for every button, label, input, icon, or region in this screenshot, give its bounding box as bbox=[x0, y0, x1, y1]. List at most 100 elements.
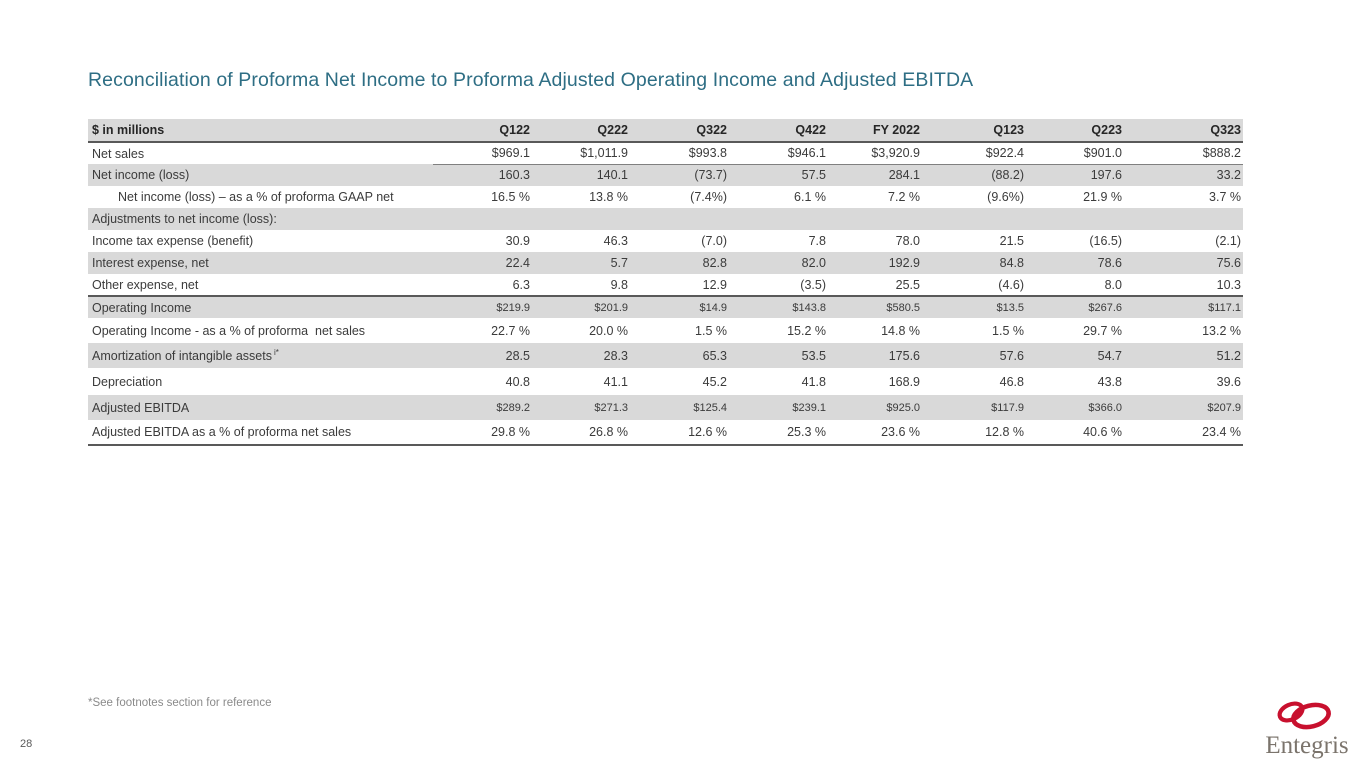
cell-value: 46.3 bbox=[603, 234, 628, 248]
cell-value: 7.8 bbox=[808, 234, 826, 248]
cell-value: $969.1 bbox=[433, 142, 532, 165]
cell-value: $143.8 bbox=[729, 295, 828, 318]
column-header-label: $ in millions bbox=[88, 119, 433, 143]
table-row: Other expense, net 6.3 9.8 12.9 (3.5) 25.5 (4.… bbox=[88, 274, 1243, 296]
cell-value: 140.1 bbox=[532, 164, 630, 186]
cell-value: $14.9 bbox=[630, 295, 729, 318]
cell-value: $125.4 bbox=[630, 395, 729, 420]
row-label: Income tax expense (benefit) bbox=[92, 234, 254, 248]
cell-value: 22.4 bbox=[433, 252, 532, 274]
row-label: Amortization of intangible assets i* bbox=[88, 343, 433, 368]
cell-value: $901.0 bbox=[1026, 142, 1124, 165]
cell-value: $219.9 bbox=[433, 295, 532, 318]
cell-value: $13.5 bbox=[922, 295, 1026, 318]
cell-value: 41.8 bbox=[801, 374, 826, 389]
cell-value: $993.8 bbox=[630, 142, 729, 165]
cell-value: (3.5) bbox=[800, 277, 826, 292]
cell-value: 21.5 bbox=[999, 234, 1024, 248]
cell-value bbox=[532, 208, 630, 230]
cell-value: 13.8 % bbox=[589, 190, 628, 204]
row-label: Net income (loss) – as a % of proforma G… bbox=[118, 190, 394, 204]
column-header: Q323 bbox=[1124, 119, 1243, 143]
cell-value: 21.9 % bbox=[1083, 190, 1122, 204]
cell-value: (4.6) bbox=[998, 277, 1024, 292]
cell-value: 23.6 % bbox=[828, 420, 922, 446]
cell-value: (16.5) bbox=[1089, 234, 1122, 248]
cell-value: $1,011.9 bbox=[532, 142, 630, 165]
table-row: Amortization of intangible assets i* 28.5 2… bbox=[88, 343, 1243, 368]
row-label: Depreciation bbox=[92, 374, 163, 389]
cell-value: 197.6 bbox=[1026, 164, 1124, 186]
cell-value: 22.7 % bbox=[491, 323, 530, 338]
cell-value: $267.6 bbox=[1026, 295, 1124, 318]
slide-title: Reconciliation of Proforma Net Income to… bbox=[88, 69, 974, 92]
cell-value: $888.2 bbox=[1124, 142, 1243, 165]
entegris-rings-icon: Entegris bbox=[1265, 701, 1349, 759]
table-row: Adjustments to net income (loss): bbox=[88, 208, 1243, 230]
cell-value: 3.7 % bbox=[1209, 190, 1241, 204]
cell-value: 26.8 % bbox=[532, 420, 630, 446]
cell-value: 192.9 bbox=[828, 252, 922, 274]
cell-value: 15.2 % bbox=[787, 323, 826, 338]
cell-value bbox=[433, 208, 532, 230]
cell-value: $922.4 bbox=[922, 142, 1026, 165]
row-label: Other expense, net bbox=[92, 277, 199, 292]
column-header: Q223 bbox=[1026, 119, 1124, 143]
cell-value: 284.1 bbox=[828, 164, 922, 186]
cell-value: 6.1 % bbox=[794, 190, 826, 204]
cell-value: $207.9 bbox=[1124, 395, 1243, 420]
cell-value: 28.5 bbox=[433, 343, 532, 368]
row-label: Adjusted EBITDA bbox=[88, 395, 433, 420]
cell-value: 40.8 bbox=[505, 374, 530, 389]
cell-value: 40.6 % bbox=[1026, 420, 1124, 446]
cell-value: $239.1 bbox=[729, 395, 828, 420]
row-label: Operating Income - as a % of proforma ne… bbox=[92, 323, 366, 338]
cell-value: $201.9 bbox=[532, 295, 630, 318]
cell-value: 75.6 bbox=[1124, 252, 1243, 274]
cell-value: 51.2 bbox=[1124, 343, 1243, 368]
cell-value: 14.8 % bbox=[881, 323, 920, 338]
table-body: Net sales $969.1 $1,011.9 $993.8 $946.1 $3,92… bbox=[88, 142, 1243, 446]
reconciliation-table: $ in millions Q122 Q222 Q322 Q422 FY 2022 Q123… bbox=[88, 119, 1243, 446]
row-label: Net income (loss) bbox=[88, 164, 433, 186]
footnote-text: *See footnotes section for reference bbox=[88, 697, 272, 709]
cell-value: 12.6 % bbox=[630, 420, 729, 446]
cell-value: $117.1 bbox=[1124, 295, 1243, 318]
cell-value: 45.2 bbox=[702, 374, 727, 389]
row-label: Operating Income bbox=[88, 295, 433, 318]
cell-value: $925.0 bbox=[828, 395, 922, 420]
cell-value: 78.0 bbox=[895, 234, 920, 248]
table-row: Depreciation 40.8 41.1 45.2 41.8 168.9 46.8 43.… bbox=[88, 368, 1243, 395]
cell-value: 168.9 bbox=[888, 374, 920, 389]
cell-value: 29.8 % bbox=[433, 420, 532, 446]
page-number: 28 bbox=[20, 738, 33, 750]
cell-value: 16.5 % bbox=[491, 190, 530, 204]
cell-value: 28.3 bbox=[532, 343, 630, 368]
cell-value: 23.4 % bbox=[1124, 420, 1243, 446]
cell-value: 43.8 bbox=[1097, 374, 1122, 389]
cell-value: 53.5 bbox=[729, 343, 828, 368]
cell-value: 20.0 % bbox=[589, 323, 628, 338]
cell-value: 29.7 % bbox=[1083, 323, 1122, 338]
cell-value: $289.2 bbox=[433, 395, 532, 420]
cell-value: 33.2 bbox=[1124, 164, 1243, 186]
cell-value: 7.2 % bbox=[888, 190, 920, 204]
table-row: Adjusted EBITDA as a % of proforma net s… bbox=[88, 420, 1243, 446]
header-row: $ in millions Q122 Q222 Q322 Q422 FY 2022 Q123… bbox=[88, 119, 1243, 143]
cell-value: (7.0) bbox=[701, 234, 727, 248]
row-label: Interest expense, net bbox=[88, 252, 433, 274]
entegris-wordmark: Entegris bbox=[1265, 732, 1348, 759]
cell-value: (2.1) bbox=[1215, 234, 1241, 248]
table-row: Net sales $969.1 $1,011.9 $993.8 $946.1 $3,92… bbox=[88, 142, 1243, 165]
footnote-marker: i* bbox=[273, 347, 279, 357]
column-header: Q222 bbox=[532, 119, 630, 143]
cell-value bbox=[828, 208, 922, 230]
cell-value: (73.7) bbox=[630, 164, 729, 186]
cell-value: 25.3 % bbox=[729, 420, 828, 446]
column-header: FY 2022 bbox=[828, 119, 922, 143]
column-header: Q122 bbox=[433, 119, 532, 143]
cell-value: (7.4%) bbox=[690, 190, 727, 204]
table-row: Adjusted EBITDA $289.2 $271.3 $125.4 $239.1 $… bbox=[88, 395, 1243, 420]
cell-value: 30.9 bbox=[505, 234, 530, 248]
